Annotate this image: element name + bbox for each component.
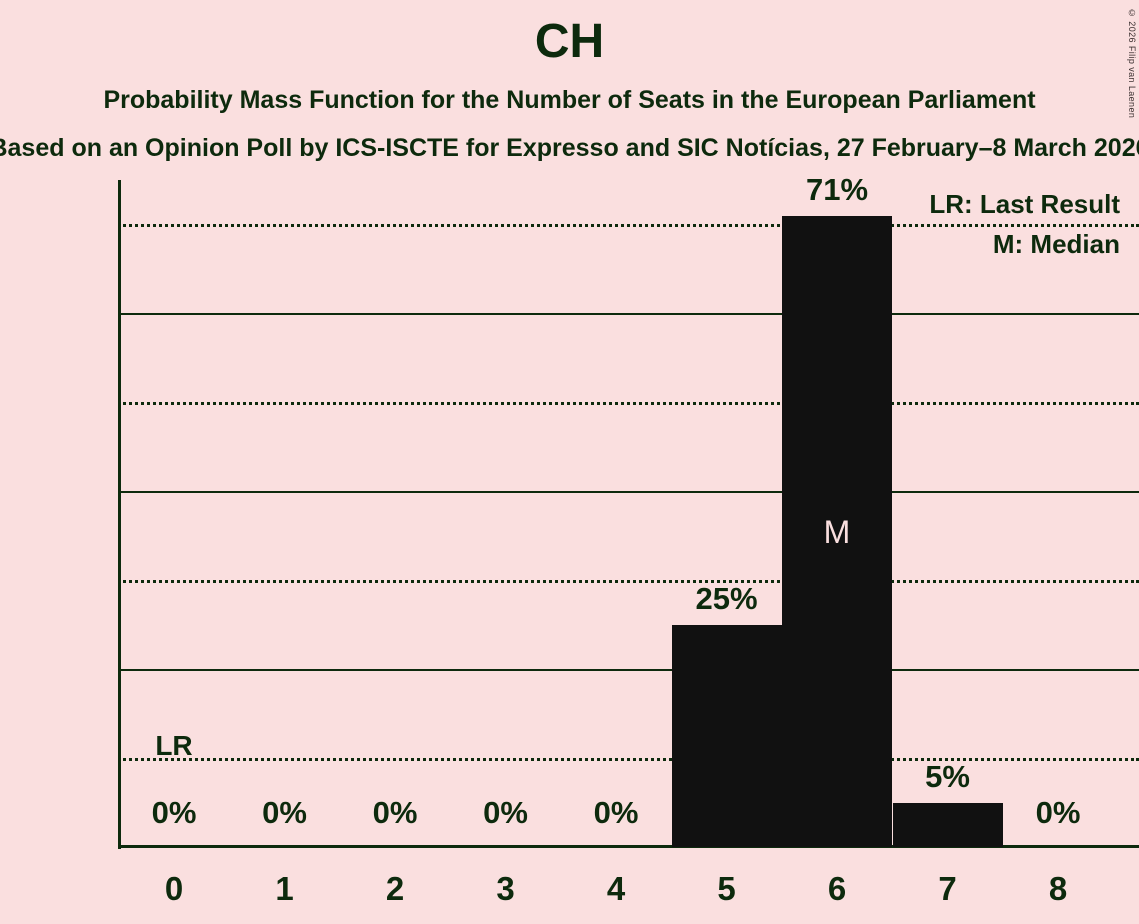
x-tick-label-2: 2 [385, 870, 405, 907]
bar-value-label-7: 5% [925, 758, 970, 794]
x-tick-label-1: 1 [275, 870, 294, 907]
legend-entry-last-result: LR: Last Result [929, 189, 1120, 219]
legend: LR: Last Result M: Median [929, 184, 1120, 265]
gridline-major-20 [118, 669, 1139, 672]
bar-value-label-6: 71% [805, 171, 869, 207]
bar-value-label-0: 0% [151, 795, 197, 830]
last-result-marker: LR [155, 730, 193, 762]
gridline-minor-30 [118, 580, 1139, 584]
plot-area: M 0%0%0%0%0%25%71%5%0% LR 20%40%60% 0123… [118, 172, 1139, 907]
bar-value-label-3: 0% [483, 795, 528, 830]
bar-seat-7[interactable] [892, 802, 1003, 847]
x-tick-label-7: 7 [938, 870, 957, 907]
x-axis-line [118, 845, 1139, 848]
bar-seat-6[interactable]: M [782, 215, 892, 847]
x-tick-label-6: 6 [827, 870, 847, 907]
x-tick-label-4: 4 [606, 870, 626, 907]
gridline-minor-10 [118, 758, 1139, 762]
bar-value-label-2: 0% [372, 795, 418, 830]
bar-seat-5[interactable] [671, 624, 782, 847]
chart-subtitle-line1: Probability Mass Function for the Number… [103, 86, 1036, 114]
legend-entry-median: M: Median [992, 229, 1120, 260]
chart-subtitle-line2: Based on an Opinion Poll by ICS-ISCTE fo… [0, 134, 1139, 162]
bar-value-label-5: 25% [695, 580, 758, 616]
bar-value-label-8: 0% [1035, 795, 1081, 830]
median-marker: M [823, 513, 851, 550]
x-tick-label-3: 3 [496, 870, 515, 907]
y-axis-line [118, 180, 121, 849]
gridline-minor-70 [118, 224, 1139, 228]
bar-value-label-4: 0% [593, 795, 639, 830]
bar-value-label-1: 0% [262, 795, 307, 830]
x-tick-label-0: 0 [164, 870, 184, 907]
gridline-minor-50 [118, 402, 1139, 406]
chart-title: CH [534, 15, 605, 68]
x-tick-label-5: 5 [717, 870, 736, 907]
x-tick-label-8: 8 [1048, 870, 1068, 907]
copyright-notice: © 2026 Filip van Laenen [1127, 8, 1137, 119]
gridline-major-60 [118, 313, 1139, 316]
chart-subtitle-line2-wrapper: Based on an Opinion Poll by ICS-ISCTE fo… [0, 133, 1139, 163]
gridline-major-40 [118, 491, 1139, 494]
